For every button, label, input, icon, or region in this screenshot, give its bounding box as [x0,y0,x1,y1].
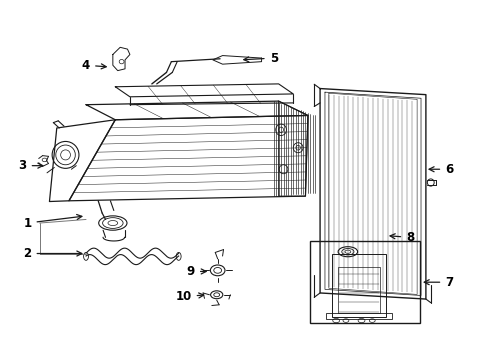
Text: 4: 4 [81,59,106,72]
Bar [331,254,385,317]
Text: 3: 3 [19,159,43,172]
Text: 8: 8 [389,231,413,244]
Text: 2: 2 [23,247,81,260]
Bar [310,241,419,323]
Text: 10: 10 [175,290,203,303]
Text: 7: 7 [424,276,452,289]
Text: 5: 5 [244,51,277,64]
Bar [337,267,379,314]
Text: 1: 1 [23,215,81,230]
Text: 9: 9 [186,265,206,278]
Text: 6: 6 [428,163,452,176]
Bar [326,314,391,319]
